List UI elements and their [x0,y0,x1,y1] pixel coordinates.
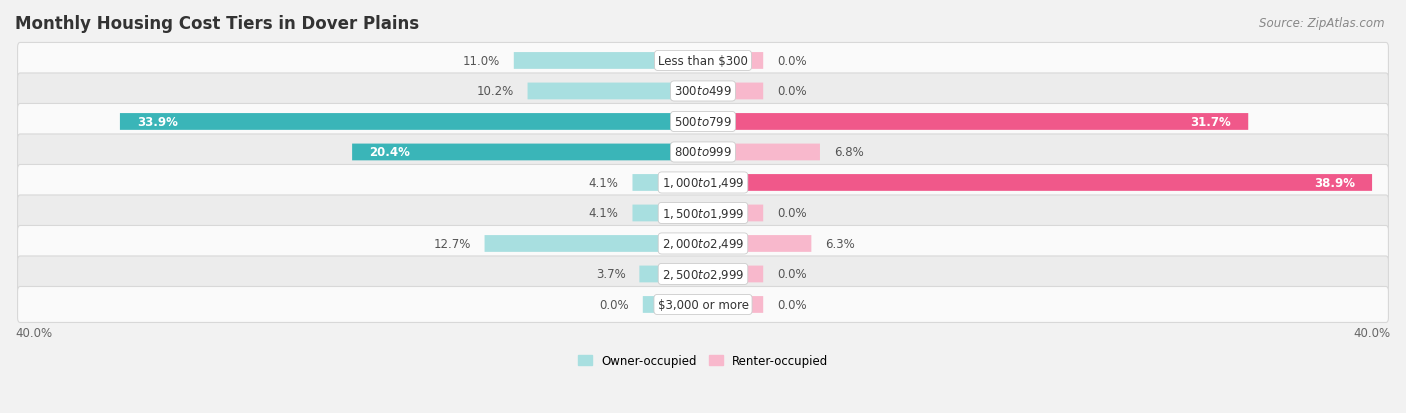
Text: Source: ZipAtlas.com: Source: ZipAtlas.com [1260,17,1385,29]
Text: $1,000 to $1,499: $1,000 to $1,499 [662,176,744,190]
Text: 31.7%: 31.7% [1191,116,1232,129]
Text: $2,500 to $2,999: $2,500 to $2,999 [662,267,744,281]
FancyBboxPatch shape [513,53,703,70]
Text: 40.0%: 40.0% [15,327,52,339]
FancyBboxPatch shape [703,83,763,100]
FancyBboxPatch shape [527,83,703,100]
FancyBboxPatch shape [18,256,1388,292]
FancyBboxPatch shape [18,104,1388,140]
FancyBboxPatch shape [703,144,820,161]
Text: 40.0%: 40.0% [1354,327,1391,339]
Text: 10.2%: 10.2% [477,85,513,98]
Legend: Owner-occupied, Renter-occupied: Owner-occupied, Renter-occupied [572,349,834,372]
Text: 0.0%: 0.0% [778,268,807,281]
FancyBboxPatch shape [633,175,703,191]
Text: $300 to $499: $300 to $499 [673,85,733,98]
FancyBboxPatch shape [703,114,1249,131]
Text: $500 to $799: $500 to $799 [673,116,733,129]
Text: 0.0%: 0.0% [778,85,807,98]
FancyBboxPatch shape [703,266,763,282]
FancyBboxPatch shape [352,144,703,161]
FancyBboxPatch shape [18,287,1388,323]
FancyBboxPatch shape [703,297,763,313]
FancyBboxPatch shape [640,266,703,282]
Text: $3,000 or more: $3,000 or more [658,298,748,311]
Text: 6.8%: 6.8% [834,146,863,159]
Text: $2,000 to $2,499: $2,000 to $2,499 [662,237,744,251]
FancyBboxPatch shape [18,43,1388,79]
FancyBboxPatch shape [703,53,763,70]
Text: Monthly Housing Cost Tiers in Dover Plains: Monthly Housing Cost Tiers in Dover Plai… [15,15,419,33]
Text: 4.1%: 4.1% [589,207,619,220]
Text: 12.7%: 12.7% [433,237,471,250]
FancyBboxPatch shape [18,165,1388,201]
Text: $1,500 to $1,999: $1,500 to $1,999 [662,206,744,221]
Text: 38.9%: 38.9% [1313,176,1355,190]
FancyBboxPatch shape [703,175,1372,191]
Text: 6.3%: 6.3% [825,237,855,250]
Text: 0.0%: 0.0% [599,298,628,311]
Text: 3.7%: 3.7% [596,268,626,281]
FancyBboxPatch shape [643,297,703,313]
FancyBboxPatch shape [18,195,1388,231]
Text: 20.4%: 20.4% [370,146,411,159]
Text: 0.0%: 0.0% [778,298,807,311]
Text: 0.0%: 0.0% [778,207,807,220]
FancyBboxPatch shape [485,235,703,252]
FancyBboxPatch shape [18,135,1388,171]
FancyBboxPatch shape [633,205,703,222]
Text: 11.0%: 11.0% [463,55,501,68]
FancyBboxPatch shape [18,74,1388,110]
FancyBboxPatch shape [703,205,763,222]
Text: 33.9%: 33.9% [138,116,179,129]
Text: $800 to $999: $800 to $999 [673,146,733,159]
FancyBboxPatch shape [120,114,703,131]
Text: 4.1%: 4.1% [589,176,619,190]
Text: 0.0%: 0.0% [778,55,807,68]
FancyBboxPatch shape [18,226,1388,262]
Text: Less than $300: Less than $300 [658,55,748,68]
FancyBboxPatch shape [703,235,811,252]
